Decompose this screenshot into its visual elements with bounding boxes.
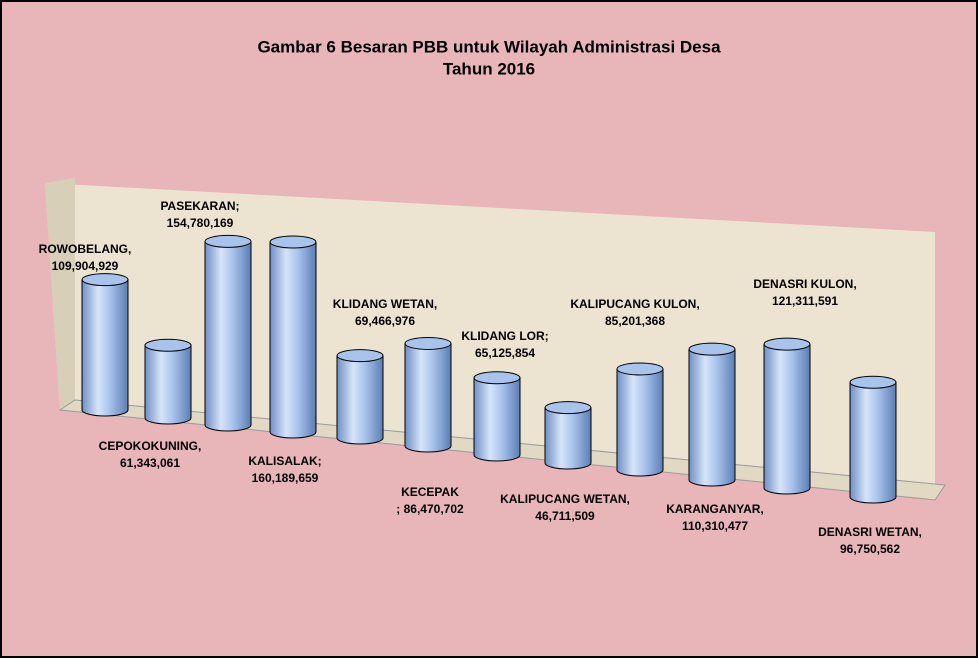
category-label: KECEPAK [401,485,459,499]
category-label: KLIDANG LOR; [461,329,548,343]
bar-body [849,381,897,504]
bar [849,375,897,504]
bar-top [81,273,129,287]
category-label: KLIDANG WETAN, [333,297,437,311]
value-label: ; 86,470,702 [396,502,464,516]
bar-body [473,377,521,462]
bar-top [849,375,897,389]
bar-body [544,407,592,470]
bar-top [616,362,664,376]
value-label: 61,343,061 [120,456,180,470]
chart-title: Gambar 6 Besaran PBB untuk Wilayah Admin… [257,37,721,56]
value-label: 65,125,854 [475,346,535,360]
value-label: 110,310,477 [682,519,748,533]
category-label: KALIPUCANG KULON, [570,297,699,311]
value-label: 121,311,591 [772,294,838,308]
bar [544,401,592,470]
value-label: 69,466,976 [355,314,415,328]
value-label: 96,750,562 [840,542,900,556]
bar-top [336,349,384,363]
bar-body [688,348,736,487]
bar [404,336,452,453]
side-wall [45,178,75,410]
bar-body [144,344,192,425]
bar [336,349,384,445]
category-label: CEPOKOKUNING, [99,439,202,453]
bar [763,337,811,495]
value-label: 109,904,929 [52,259,119,273]
value-label: 85,201,368 [605,314,665,328]
category-label: ROWOBELANG, [39,242,132,256]
value-label: 154,780,169 [167,216,234,230]
bar-body [81,279,129,417]
bar-top [688,342,736,356]
bar-top [544,401,592,415]
bar [688,342,736,487]
bar-body [616,368,664,477]
bar-top [204,234,252,248]
bar [204,234,252,432]
bar [144,338,192,425]
bar-top [144,338,192,352]
bar [616,362,664,477]
bar-body [204,240,252,432]
bar [269,235,317,439]
category-label: KALIPUCANG WETAN, [500,492,630,506]
category-label: DENASRI WETAN, [818,525,922,539]
bar-top [404,336,452,350]
bar-top [473,371,521,385]
chart-subtitle: Tahun 2016 [443,59,535,78]
category-label: KALISALAK; [248,454,321,468]
bar-top [269,235,317,249]
bar-top [763,337,811,351]
value-label: 160,189,659 [252,471,319,485]
bar [81,273,129,417]
bar [473,371,521,462]
category-label: PASEKARAN; [160,199,239,213]
category-label: DENASRI KULON, [753,277,856,291]
bar-body [269,241,317,439]
category-label: KARANGANYAR, [666,502,764,516]
bar-body [404,342,452,453]
bar-body [336,355,384,445]
value-label: 46,711,509 [535,509,595,523]
bar-body [763,343,811,495]
